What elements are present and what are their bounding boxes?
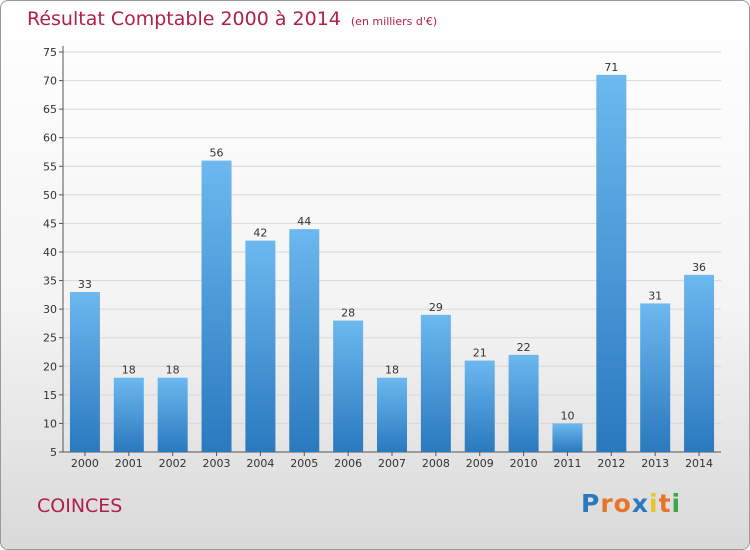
bar-value-label: 21: [473, 347, 487, 360]
y-tick-label: 65: [43, 103, 57, 116]
bar: [684, 274, 715, 452]
bar-value-label: 29: [429, 301, 443, 314]
y-tick-label: 30: [43, 303, 57, 316]
bar: [552, 423, 583, 452]
bar: [596, 74, 627, 452]
y-tick-label: 10: [43, 417, 57, 430]
bar-value-label: 33: [78, 278, 92, 291]
x-tick-label: 2005: [290, 457, 318, 470]
y-tick-label: 70: [43, 75, 57, 88]
y-tick-label: 35: [43, 275, 57, 288]
logo-letter: i: [671, 489, 682, 518]
y-tick-label: 75: [43, 46, 57, 59]
bar: [377, 377, 407, 452]
bar: [640, 303, 671, 452]
x-tick-label: 2006: [334, 457, 362, 470]
y-tick-label: 55: [43, 160, 57, 173]
chart-subtitle: (en milliers d'€): [350, 15, 438, 28]
y-tick-label: 50: [43, 189, 57, 202]
x-tick-label: 2013: [641, 457, 669, 470]
logo-letter: P: [581, 489, 601, 518]
y-tick-label: 5: [50, 446, 57, 459]
x-tick-label: 2002: [159, 457, 187, 470]
proxiti-logo: Proxiti: [581, 489, 681, 518]
bar: [69, 292, 100, 452]
bar-value-label: 42: [253, 227, 267, 240]
logo-letter: x: [631, 489, 649, 518]
x-tick-label: 2014: [685, 457, 713, 470]
x-tick-label: 2009: [466, 457, 494, 470]
bar: [464, 360, 495, 452]
y-tick-label: 20: [43, 360, 57, 373]
y-tick-label: 60: [43, 132, 57, 145]
bar-value-label: 71: [604, 61, 618, 74]
bar-value-label: 56: [210, 147, 224, 160]
x-tick-label: 2004: [246, 457, 274, 470]
bar-value-label: 10: [560, 409, 574, 422]
bar: [245, 240, 276, 452]
x-tick-label: 2001: [115, 457, 143, 470]
bar-value-label: 18: [122, 364, 136, 377]
bar-value-label: 18: [166, 364, 180, 377]
bar: [201, 160, 232, 453]
bar: [113, 377, 144, 452]
chart-title-text: Résultat Comptable 2000 à 2014: [27, 8, 341, 30]
logo-letter: o: [613, 489, 632, 518]
bar: [420, 314, 451, 452]
x-tick-label: 2003: [203, 457, 231, 470]
bar-value-label: 22: [517, 341, 531, 354]
x-tick-label: 2008: [422, 457, 450, 470]
bar-value-label: 18: [385, 364, 399, 377]
bar: [289, 229, 320, 452]
chart-title: Résultat Comptable 2000 à 2014 (en millie…: [27, 8, 437, 30]
y-tick-label: 25: [43, 332, 57, 345]
logo-letter: r: [600, 489, 614, 518]
logo-letter: i: [649, 489, 659, 518]
x-tick-label: 2007: [378, 457, 406, 470]
y-tick-label: 45: [43, 217, 57, 230]
bar: [333, 320, 364, 452]
y-tick-label: 15: [43, 389, 57, 402]
bar-value-label: 28: [341, 307, 355, 320]
bar: [157, 377, 188, 452]
bar: [508, 354, 539, 452]
x-tick-label: 2000: [71, 457, 99, 470]
logo-letter: t: [658, 489, 672, 518]
bar-value-label: 44: [297, 215, 311, 228]
x-tick-label: 2012: [597, 457, 625, 470]
commune-name: COINCES: [37, 495, 123, 517]
y-tick-label: 40: [43, 246, 57, 259]
x-tick-label: 2011: [553, 457, 581, 470]
x-tick-label: 2010: [510, 457, 538, 470]
bar-value-label: 31: [648, 289, 662, 302]
bar-value-label: 36: [692, 261, 706, 274]
